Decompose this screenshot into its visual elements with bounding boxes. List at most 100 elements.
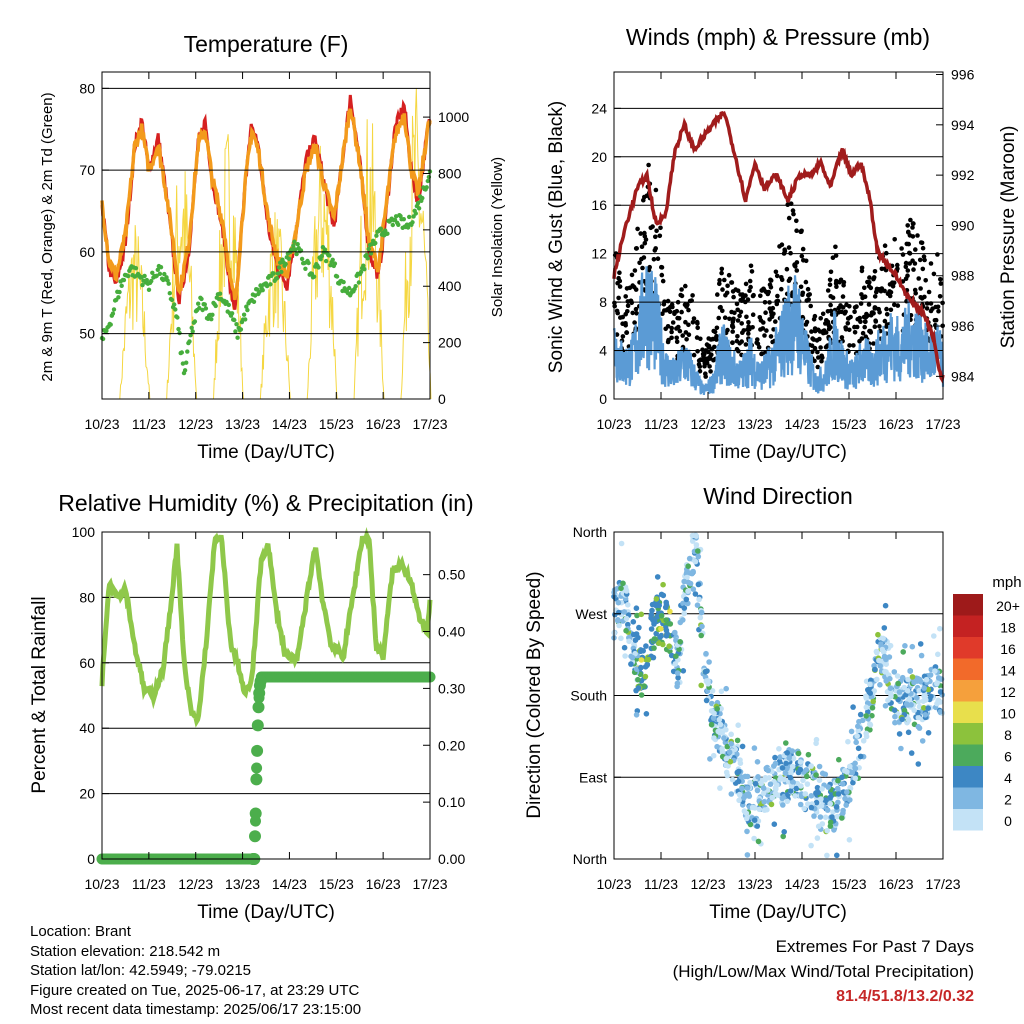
gust-point — [659, 264, 664, 270]
gust-point — [771, 327, 776, 332]
direction-point — [779, 795, 786, 802]
gust-point — [695, 349, 700, 354]
y-right-tick-label: 992 — [951, 167, 975, 183]
direction-point — [908, 702, 914, 708]
gust-point — [748, 263, 754, 269]
gust-point — [905, 223, 910, 228]
y-tick-label: East — [579, 769, 607, 785]
wind-speed-line — [612, 266, 945, 395]
gust-point — [935, 252, 940, 257]
x-tick-label: 13/23 — [737, 876, 772, 892]
legend-label: 18 — [1000, 620, 1016, 636]
direction-point — [728, 731, 734, 738]
direction-point — [782, 770, 789, 776]
gust-point — [828, 308, 834, 314]
gust-point — [882, 243, 888, 248]
direction-point — [641, 683, 647, 689]
gust-point — [715, 292, 720, 297]
dewpoint-2m-line-point — [179, 350, 184, 355]
dewpoint-2m-line-point — [332, 261, 338, 266]
gust-point — [903, 264, 909, 270]
dewpoint-2m-line-point — [241, 312, 247, 317]
direction-point — [628, 661, 634, 667]
gust-point — [736, 348, 741, 354]
direction-point — [751, 745, 758, 751]
wind-pressure-title: Winds (mph) & Pressure (mb) — [626, 24, 930, 50]
gust-point — [665, 324, 671, 329]
direction-point — [683, 596, 690, 603]
direction-point — [684, 574, 690, 581]
gust-point — [918, 295, 923, 300]
gust-point — [717, 281, 722, 287]
gust-point — [903, 276, 909, 282]
gust-point — [920, 266, 926, 272]
direction-point — [636, 624, 642, 631]
wind-series — [612, 266, 945, 395]
direction-point — [760, 790, 767, 797]
dewpoint-2m-line-point — [413, 211, 418, 216]
gust-point — [807, 292, 812, 297]
direction-point — [917, 641, 924, 647]
x-tick-label: 16/23 — [366, 876, 401, 892]
gust-point — [819, 358, 824, 364]
direction-point — [734, 737, 741, 744]
y-tick-label: 24 — [591, 100, 607, 116]
gust-point — [812, 345, 818, 351]
gust-point — [756, 344, 762, 350]
gust-point — [812, 358, 817, 364]
direction-point — [654, 614, 660, 620]
direction-point — [937, 699, 944, 705]
gust-point — [674, 339, 680, 345]
y-tick-label: 20 — [79, 786, 95, 802]
dewpoint-2m-line-point — [268, 282, 273, 287]
legend-label: 0 — [1004, 813, 1012, 829]
direction-point — [777, 776, 783, 783]
gust-point — [868, 313, 874, 318]
extremes-box: Extremes For Past 7 Days (High/Low/Max W… — [673, 934, 974, 1009]
gust-point — [833, 253, 839, 258]
gust-point — [698, 357, 703, 363]
direction-point — [877, 663, 883, 669]
direction-point — [802, 791, 809, 797]
direction-point — [798, 783, 804, 789]
direction-point — [835, 799, 841, 806]
direction-point — [696, 596, 702, 603]
gust-point — [843, 327, 849, 332]
humidity-y-label: Percent & Total Rainfall — [29, 596, 50, 793]
x-tick-label: 12/23 — [690, 416, 725, 432]
gust-point — [679, 309, 684, 315]
gust-point — [727, 316, 732, 322]
gust-point — [814, 338, 820, 343]
gust-point — [917, 257, 923, 263]
x-tick-label: 16/23 — [366, 416, 401, 432]
gust-point — [922, 294, 927, 300]
gust-point — [882, 318, 888, 324]
direction-point — [666, 643, 672, 649]
dewpoint-2m-line-point — [425, 178, 430, 184]
dewpoint-2m-line-point — [243, 317, 248, 322]
direction-point — [697, 614, 704, 621]
direction-point — [834, 852, 840, 859]
dewpoint-2m-line-point — [274, 276, 280, 281]
humidity-title: Relative Humidity (%) & Precipitation (i… — [58, 490, 473, 516]
dewpoint-2m-line-point — [290, 247, 295, 252]
direction-point — [925, 730, 932, 736]
gust-point — [657, 233, 663, 239]
dewpoint-2m-line-point — [306, 260, 311, 266]
direction-point — [913, 695, 920, 701]
gust-point — [811, 317, 817, 322]
direction-point — [747, 821, 754, 828]
direction-point — [725, 763, 731, 769]
direction-point — [808, 842, 814, 849]
gust-point — [716, 315, 721, 321]
y-tick-label: 4 — [599, 343, 607, 359]
direction-point — [793, 785, 800, 792]
gust-point — [790, 208, 796, 213]
direction-point — [909, 674, 916, 680]
gust-point — [900, 252, 906, 257]
direction-point — [695, 581, 702, 588]
legend-title: mph — [992, 574, 1021, 591]
direction-point — [674, 670, 681, 676]
direction-point — [660, 641, 666, 648]
direction-point — [736, 768, 742, 775]
